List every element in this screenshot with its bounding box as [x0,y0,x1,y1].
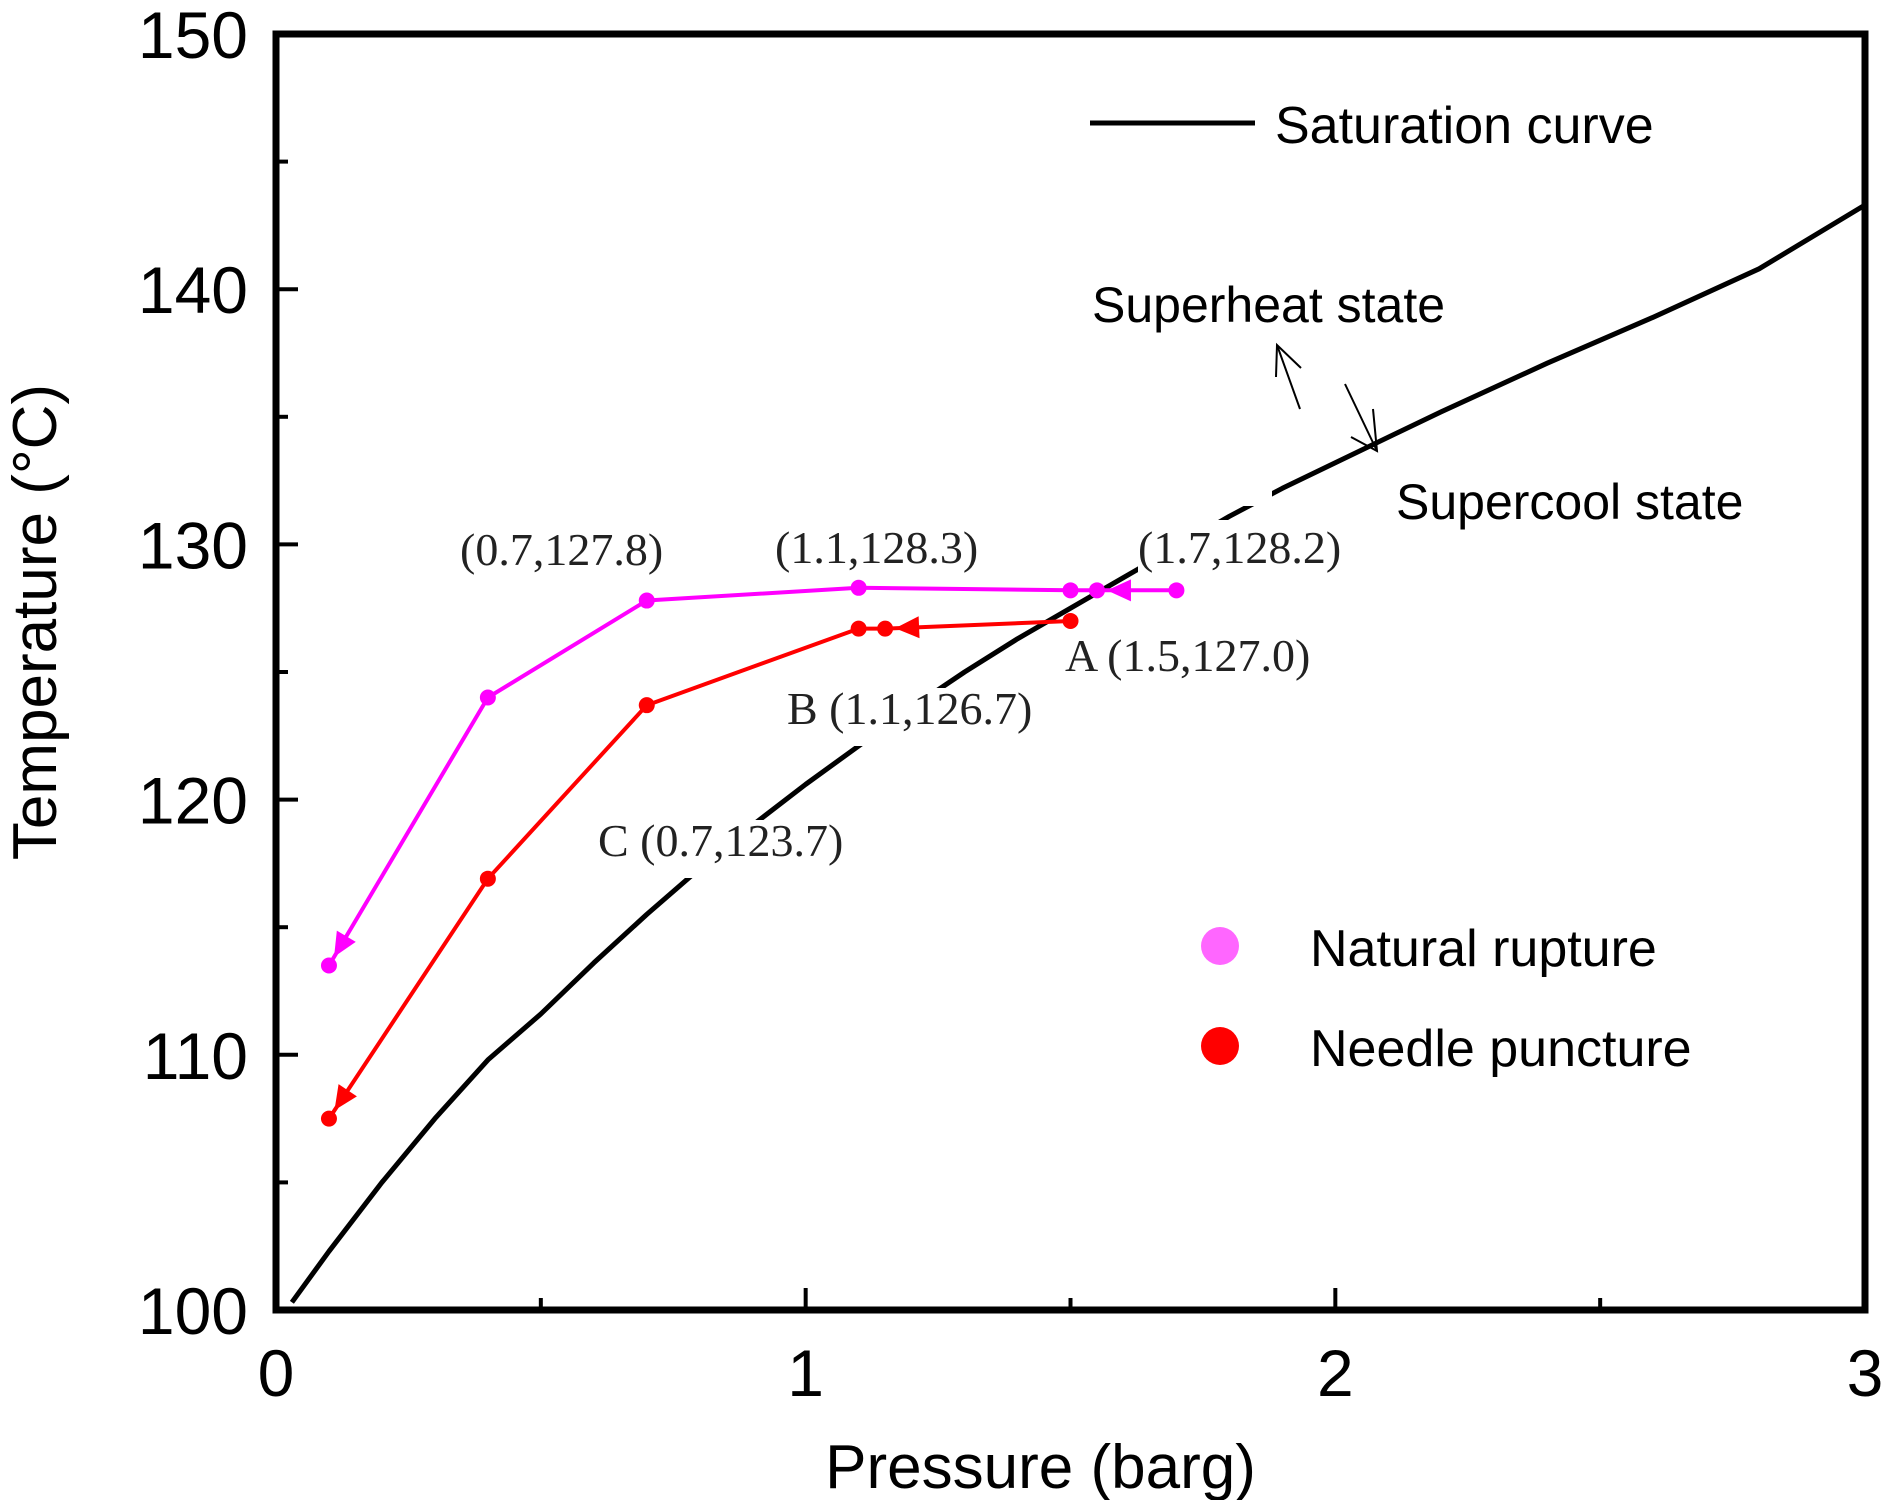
data-point-natural-rupture [850,579,867,596]
legend-natural-label: Natural rupture [1310,920,1657,978]
direction-arrow-icon [1106,579,1131,602]
data-point-needle-puncture [877,620,894,637]
legend: Saturation curve Natural rupture Needle … [1090,97,1692,1078]
annotation-point-b: B (1.1,126.7) [787,683,1032,734]
label-background [596,820,896,878]
series-layer [289,202,1867,1304]
label-background [1236,448,1272,506]
y-tick-label: 110 [143,1019,248,1093]
y-tick-label: 130 [138,508,248,582]
direction-arrow-icon [334,1084,357,1111]
supercool-state-label: Supercool state [1396,474,1743,530]
data-point-natural-rupture [638,592,655,609]
data-point-natural-rupture [1168,582,1185,599]
data-point-needle-puncture [320,1110,337,1127]
annotation-layer: (0.7,127.8) (1.1,128.3) (1.7,128.2) A (1… [460,277,1743,866]
y-tick-label: 150 [138,0,248,72]
label-background [1045,632,1355,692]
series-line-saturation-curve [289,202,1867,1304]
annotation-natural-0p7: (0.7,127.8) [460,524,663,575]
label-background [785,688,1095,746]
label-background [1138,520,1373,578]
legend-needle-label: Needle puncture [1310,1020,1692,1078]
x-tick-label: 0 [258,1336,295,1410]
data-point-natural-rupture [479,689,496,706]
data-point-needle-puncture [638,697,655,714]
annotation-point-c: C (0.7,123.7) [598,815,843,866]
legend-needle-marker [1201,1027,1239,1065]
supercool-arrow-icon [1344,383,1379,453]
legend-natural-marker [1201,927,1239,965]
x-tick-label: 2 [1317,1336,1354,1410]
y-tick-label: 120 [138,764,248,838]
data-point-needle-puncture [479,870,496,887]
direction-arrow-icon [334,930,356,957]
data-point-needle-puncture [1062,612,1079,629]
label-mask-layer [596,448,1373,878]
x-tick-label: 1 [787,1336,824,1410]
direction-arrow-icon [895,616,920,639]
data-point-natural-rupture [1088,582,1105,599]
y-tick-label: 100 [138,1274,248,1348]
x-axis-title: Pressure (barg) [825,1433,1256,1500]
y-tick-label: 140 [138,253,248,327]
superheat-state-label: Superheat state [1092,277,1445,333]
annotation-point-a: A (1.5,127.0) [1065,630,1310,681]
y-axis-title: Temperature (°C) [1,384,70,860]
data-point-needle-puncture [850,620,867,637]
annotation-natural-1p1: (1.1,128.3) [775,522,978,573]
annotation-natural-1p7: (1.7,128.2) [1138,522,1341,573]
x-tick-label: 3 [1847,1336,1884,1410]
data-point-natural-rupture [1062,582,1079,599]
legend-saturation-label: Saturation curve [1275,97,1654,155]
superheat-arrow-icon [1275,342,1302,410]
data-point-natural-rupture [320,957,337,974]
